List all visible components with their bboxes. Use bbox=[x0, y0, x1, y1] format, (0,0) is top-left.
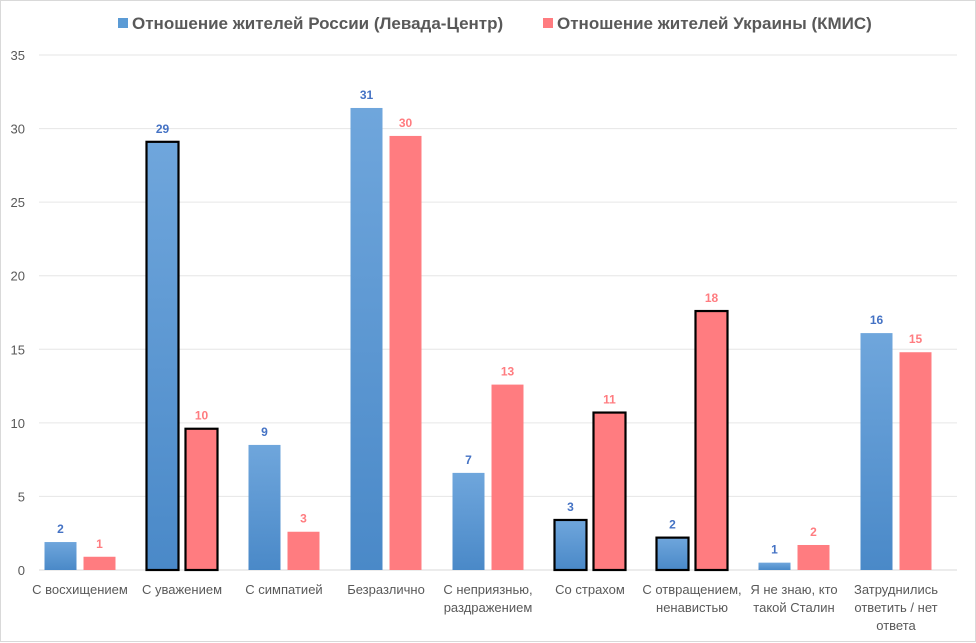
x-category-label: С восхищением bbox=[32, 582, 128, 597]
data-label-russia: 7 bbox=[465, 453, 472, 467]
bar-ukraine bbox=[491, 384, 524, 570]
legend-label-russia: Отношение жителей России (Левада-Центр) bbox=[132, 14, 503, 33]
data-label-ukraine: 11 bbox=[603, 393, 616, 407]
bar-russia bbox=[758, 562, 791, 570]
bar-ukraine bbox=[694, 309, 729, 572]
y-tick-label: 20 bbox=[11, 269, 25, 284]
data-label-ukraine: 10 bbox=[195, 409, 209, 423]
y-tick-label: 10 bbox=[11, 416, 25, 431]
bars bbox=[44, 107, 932, 572]
x-category-label: С симпатией bbox=[245, 582, 322, 597]
y-axis: 0 5 10 15 20 25 30 35 bbox=[11, 48, 25, 578]
bar-russia bbox=[145, 140, 180, 572]
data-label-russia: 2 bbox=[669, 518, 676, 532]
data-label-ukraine: 30 bbox=[399, 116, 413, 130]
y-tick-label: 30 bbox=[11, 122, 25, 137]
y-tick-label: 15 bbox=[11, 342, 25, 357]
bar-russia bbox=[44, 542, 77, 570]
legend-swatch-russia bbox=[118, 18, 128, 28]
bar-russia bbox=[655, 536, 690, 572]
legend-swatch-ukraine bbox=[543, 18, 553, 28]
x-category-label: С уважением bbox=[142, 582, 222, 597]
legend: Отношение жителей России (Левада-Центр) О… bbox=[118, 14, 872, 33]
data-label-russia: 31 bbox=[360, 88, 374, 102]
data-label-russia: 3 bbox=[567, 500, 574, 514]
x-category-label: С неприязнью, раздражением bbox=[443, 582, 532, 615]
x-category-label: Затруднились ответить / нет ответа bbox=[854, 582, 938, 633]
x-axis: С восхищением С уважением С симпатией Безра… bbox=[32, 582, 938, 633]
bar-ukraine bbox=[389, 135, 422, 570]
data-label-russia: 1 bbox=[771, 543, 778, 557]
bar-ukraine bbox=[83, 556, 116, 570]
x-category-label: Со страхом bbox=[555, 582, 625, 597]
x-category-label: Я не знаю, кто такой Сталин bbox=[750, 582, 837, 615]
bar-ukraine bbox=[797, 544, 830, 570]
data-label-ukraine: 15 bbox=[909, 332, 923, 346]
data-label-russia: 9 bbox=[261, 425, 268, 439]
bar-russia bbox=[452, 472, 485, 570]
y-tick-label: 0 bbox=[18, 563, 25, 578]
bar-ukraine bbox=[184, 427, 219, 572]
bar-russia bbox=[553, 518, 588, 572]
y-tick-label: 5 bbox=[18, 489, 25, 504]
y-tick-label: 35 bbox=[11, 48, 25, 63]
data-label-russia: 16 bbox=[870, 313, 884, 327]
data-label-ukraine: 18 bbox=[705, 291, 719, 305]
y-tick-label: 25 bbox=[11, 195, 25, 210]
bar-russia bbox=[350, 107, 383, 570]
data-label-ukraine: 2 bbox=[810, 525, 817, 539]
data-label-ukraine: 3 bbox=[300, 512, 307, 526]
x-category-label: Безразлично bbox=[347, 582, 425, 597]
data-labels: 2 1 29 10 9 3 31 30 7 13 3 11 2 18 1 2 16 15 bbox=[57, 88, 922, 557]
legend-label-ukraine: Отношение жителей Украины (КМИС) bbox=[557, 14, 872, 33]
x-category-label: С отвращением, ненавистью bbox=[642, 582, 741, 615]
data-label-russia: 29 bbox=[156, 122, 170, 136]
data-label-ukraine: 1 bbox=[96, 537, 103, 551]
bar-ukraine bbox=[592, 411, 627, 572]
bar-russia bbox=[248, 444, 281, 570]
bar-ukraine bbox=[899, 352, 932, 570]
data-label-russia: 2 bbox=[57, 522, 64, 536]
bar-russia bbox=[860, 333, 893, 570]
data-label-ukraine: 13 bbox=[501, 365, 515, 379]
bar-ukraine bbox=[287, 531, 320, 570]
